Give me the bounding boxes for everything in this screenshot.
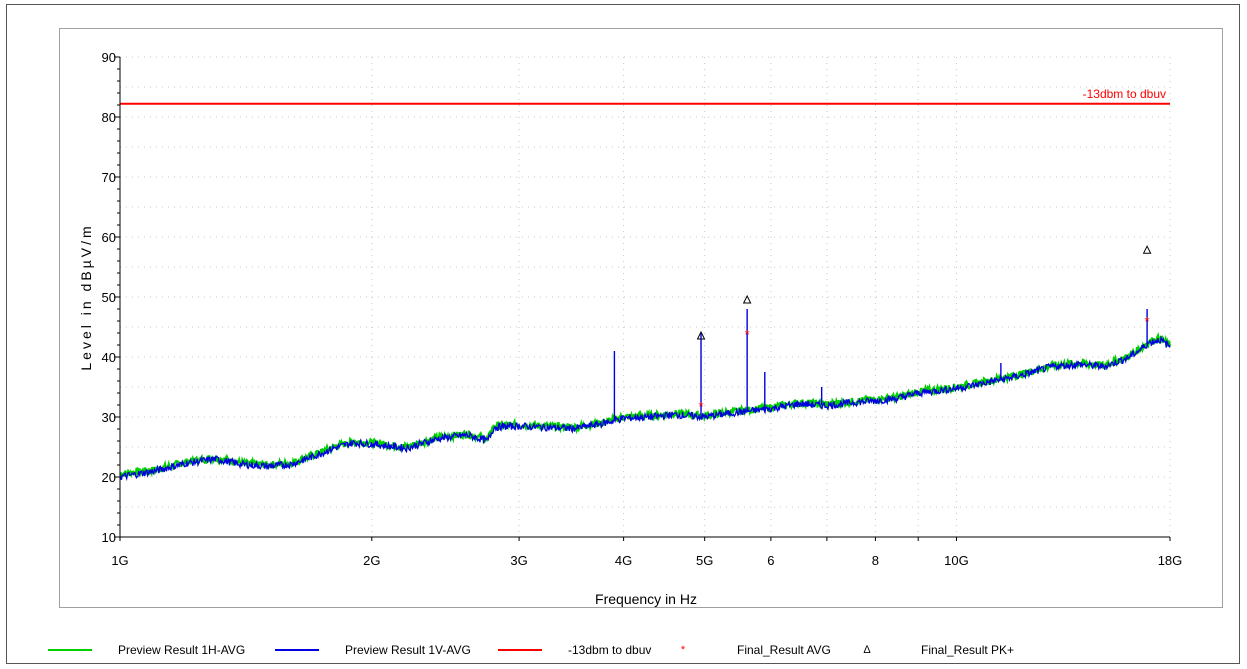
x-tick-label: 4G: [615, 553, 632, 568]
legend-label: Final_Result AVG: [737, 643, 831, 657]
final-pk-marker: [742, 294, 752, 304]
x-tick-label: 8: [872, 553, 879, 568]
legend-label: Preview Result 1H-AVG: [118, 643, 246, 657]
asterisk-icon: *: [680, 644, 686, 656]
y-tick-label: 30: [102, 410, 116, 425]
x-tick-label: 10G: [944, 553, 969, 568]
legend-item: Δ Final_Result PK+: [857, 640, 1014, 660]
x-tick-label: 2G: [363, 553, 380, 568]
plot-panel: [59, 28, 1223, 608]
x-tick-label: 18G: [1158, 553, 1183, 568]
final-pk-marker: [696, 330, 706, 340]
legend-item: Preview Result 1H-AVG: [48, 640, 245, 660]
x-axis-label: Frequency in Hz: [595, 591, 697, 607]
legend-swatch: [498, 649, 542, 651]
y-tick-label: 40: [102, 350, 116, 365]
y-tick-label: 60: [102, 230, 116, 245]
y-tick-label: 10: [102, 530, 116, 545]
final-avg-marker: *: [1145, 314, 1150, 329]
y-axis-label: Level in dBµV/m: [78, 223, 94, 370]
legend-item: Preview Result 1V-AVG: [275, 640, 471, 660]
triangle-icon: Δ: [863, 644, 871, 656]
y-tick-label: 90: [102, 50, 116, 65]
series-1h-avg-line: [119, 332, 1172, 480]
legend-swatch: [48, 649, 92, 651]
y-tick-label: 20: [102, 470, 116, 485]
axes: 10 20 30 40 50 60 70 80 90 1G 2G 3G 4G 5G 6 8 10G 18G: [102, 50, 1183, 568]
legend-item: -13dbm to dbuv: [498, 640, 651, 660]
legend-label: Preview Result 1V-AVG: [345, 643, 471, 657]
series-layer: [119, 102, 1172, 482]
legend-label: Final_Result PK+: [921, 643, 1015, 657]
series-1v-avg-line: [119, 335, 1171, 482]
final-pk-marker: [1142, 245, 1152, 254]
legend-swatch: [275, 649, 319, 651]
y-tick-label: 80: [102, 110, 116, 125]
y-tick-label: 70: [102, 170, 116, 185]
marker-layer: * * *: [696, 245, 1152, 414]
chart-frame: [6, 4, 1240, 664]
legend-label: -13dbm to dbuv: [568, 643, 652, 657]
x-tick-label: 6: [767, 553, 774, 568]
final-avg-marker: *: [745, 327, 750, 342]
x-tick-label: 3G: [510, 553, 527, 568]
legend: Preview Result 1H-AVG Preview Result 1V-A…: [0, 640, 1247, 664]
limit-line-label: -13dbm to dbuv: [1083, 87, 1166, 101]
y-tick-label: 50: [102, 290, 116, 305]
x-tick-label: 1G: [111, 553, 128, 568]
grid: [119, 56, 1171, 538]
x-tick-label: 5G: [696, 553, 713, 568]
final-avg-marker: *: [698, 399, 703, 414]
legend-item: * Final_Result AVG: [673, 640, 831, 660]
